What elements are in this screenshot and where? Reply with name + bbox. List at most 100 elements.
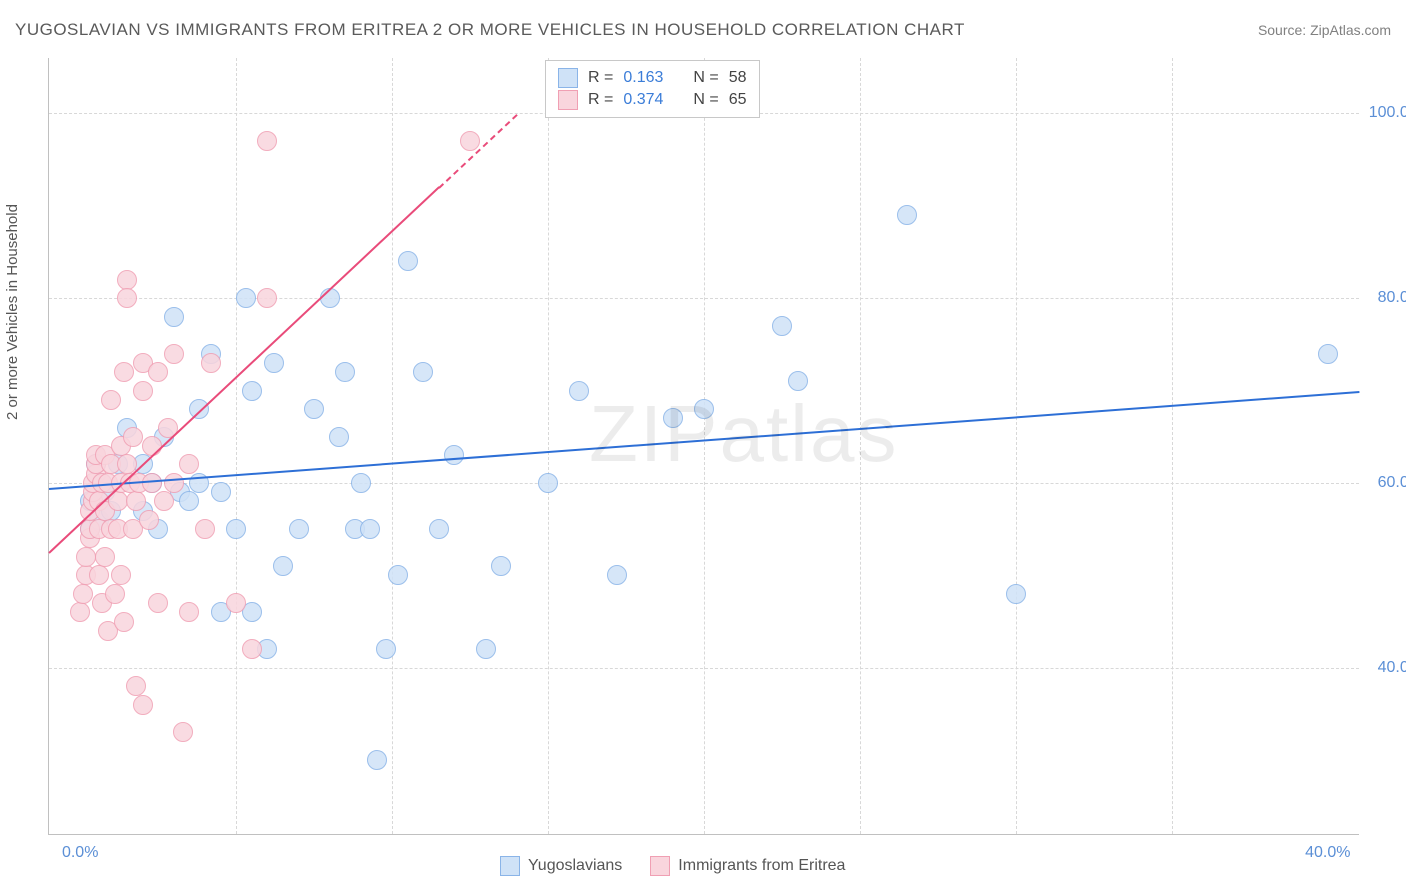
gridline-v (1172, 58, 1173, 834)
scatter-point-yugoslavians (444, 445, 464, 465)
scatter-point-yugoslavians (242, 381, 262, 401)
scatter-point-yugoslavians (289, 519, 309, 539)
scatter-point-yugoslavians (694, 399, 714, 419)
scatter-point-eritrea (201, 353, 221, 373)
legend-r-value: 0.374 (623, 91, 663, 109)
correlation-legend: R = 0.163 N = 58 R = 0.374 N = 65 (545, 60, 760, 118)
scatter-point-eritrea (117, 288, 137, 308)
scatter-point-eritrea (154, 491, 174, 511)
scatter-point-eritrea (105, 584, 125, 604)
scatter-point-yugoslavians (264, 353, 284, 373)
scatter-point-eritrea (242, 639, 262, 659)
legend-item: Immigrants from Eritrea (650, 856, 845, 876)
legend-r-value: 0.163 (623, 69, 663, 87)
scatter-point-yugoslavians (413, 362, 433, 382)
scatter-point-eritrea (117, 270, 137, 290)
scatter-point-yugoslavians (569, 381, 589, 401)
scatter-point-eritrea (164, 473, 184, 493)
scatter-point-yugoslavians (429, 519, 449, 539)
scatter-point-yugoslavians (304, 399, 324, 419)
y-tick-label: 40.0% (1378, 659, 1406, 677)
legend-swatch (650, 856, 670, 876)
scatter-point-yugoslavians (329, 427, 349, 447)
legend-n-label: N = (693, 91, 718, 109)
legend-swatch (558, 90, 578, 110)
scatter-point-eritrea (95, 547, 115, 567)
scatter-point-eritrea (257, 288, 277, 308)
scatter-point-yugoslavians (897, 205, 917, 225)
scatter-point-eritrea (139, 510, 159, 530)
gridline-v (860, 58, 861, 834)
y-tick-label: 60.0% (1378, 474, 1406, 492)
legend-label: Immigrants from Eritrea (678, 857, 845, 874)
scatter-point-yugoslavians (398, 251, 418, 271)
scatter-point-yugoslavians (335, 362, 355, 382)
scatter-point-eritrea (126, 676, 146, 696)
scatter-point-yugoslavians (491, 556, 511, 576)
scatter-point-yugoslavians (226, 519, 246, 539)
legend-r-label: R = (588, 91, 613, 109)
scatter-point-eritrea (133, 695, 153, 715)
y-tick-label: 80.0% (1378, 289, 1406, 307)
scatter-plot-area: ZIPatlas 40.0%60.0%80.0%100.0%0.0%40.0% (48, 58, 1359, 835)
scatter-point-yugoslavians (179, 491, 199, 511)
series-legend: Yugoslavians Immigrants from Eritrea (500, 856, 845, 876)
scatter-point-yugoslavians (538, 473, 558, 493)
legend-n-value: 58 (729, 69, 747, 87)
gridline-v (548, 58, 549, 834)
scatter-point-yugoslavians (367, 750, 387, 770)
scatter-point-eritrea (101, 390, 121, 410)
scatter-point-yugoslavians (1318, 344, 1338, 364)
legend-swatch (500, 856, 520, 876)
scatter-point-eritrea (89, 565, 109, 585)
scatter-point-eritrea (148, 593, 168, 613)
scatter-point-yugoslavians (663, 408, 683, 428)
scatter-point-yugoslavians (351, 473, 371, 493)
x-tick-label: 0.0% (62, 844, 98, 862)
gridline-v (236, 58, 237, 834)
scatter-point-eritrea (179, 602, 199, 622)
watermark: ZIPatlas (589, 388, 898, 480)
scatter-point-eritrea (142, 473, 162, 493)
scatter-point-yugoslavians (788, 371, 808, 391)
trend-line (48, 187, 439, 554)
scatter-point-yugoslavians (1006, 584, 1026, 604)
gridline-v (704, 58, 705, 834)
scatter-point-eritrea (114, 362, 134, 382)
source-attribution: Source: ZipAtlas.com (1258, 22, 1391, 38)
x-tick-label: 40.0% (1305, 844, 1350, 862)
legend-n-value: 65 (729, 91, 747, 109)
scatter-point-eritrea (133, 381, 153, 401)
scatter-point-yugoslavians (211, 482, 231, 502)
chart-title: YUGOSLAVIAN VS IMMIGRANTS FROM ERITREA 2… (15, 20, 965, 40)
scatter-point-eritrea (148, 362, 168, 382)
scatter-point-eritrea (164, 344, 184, 364)
y-axis-label: 2 or more Vehicles in Household (4, 204, 21, 420)
scatter-point-eritrea (70, 602, 90, 622)
scatter-point-eritrea (73, 584, 93, 604)
y-tick-label: 100.0% (1369, 104, 1406, 122)
scatter-point-eritrea (226, 593, 246, 613)
scatter-point-eritrea (142, 436, 162, 456)
legend-row: R =0.163N =58 (558, 67, 747, 89)
scatter-point-eritrea (123, 427, 143, 447)
legend-n-label: N = (693, 69, 718, 87)
scatter-point-eritrea (257, 131, 277, 151)
scatter-point-eritrea (179, 454, 199, 474)
legend-label: Yugoslavians (528, 857, 622, 874)
legend-item: Yugoslavians (500, 856, 622, 876)
scatter-point-yugoslavians (772, 316, 792, 336)
scatter-point-yugoslavians (360, 519, 380, 539)
scatter-point-eritrea (173, 722, 193, 742)
gridline-v (1016, 58, 1017, 834)
scatter-point-yugoslavians (320, 288, 340, 308)
scatter-point-eritrea (111, 565, 131, 585)
scatter-point-yugoslavians (607, 565, 627, 585)
scatter-point-eritrea (76, 547, 96, 567)
gridline-v (392, 58, 393, 834)
legend-swatch (558, 68, 578, 88)
scatter-point-eritrea (195, 519, 215, 539)
scatter-point-yugoslavians (273, 556, 293, 576)
legend-row: R = 0.374 N = 65 (558, 89, 747, 111)
scatter-point-eritrea (126, 491, 146, 511)
